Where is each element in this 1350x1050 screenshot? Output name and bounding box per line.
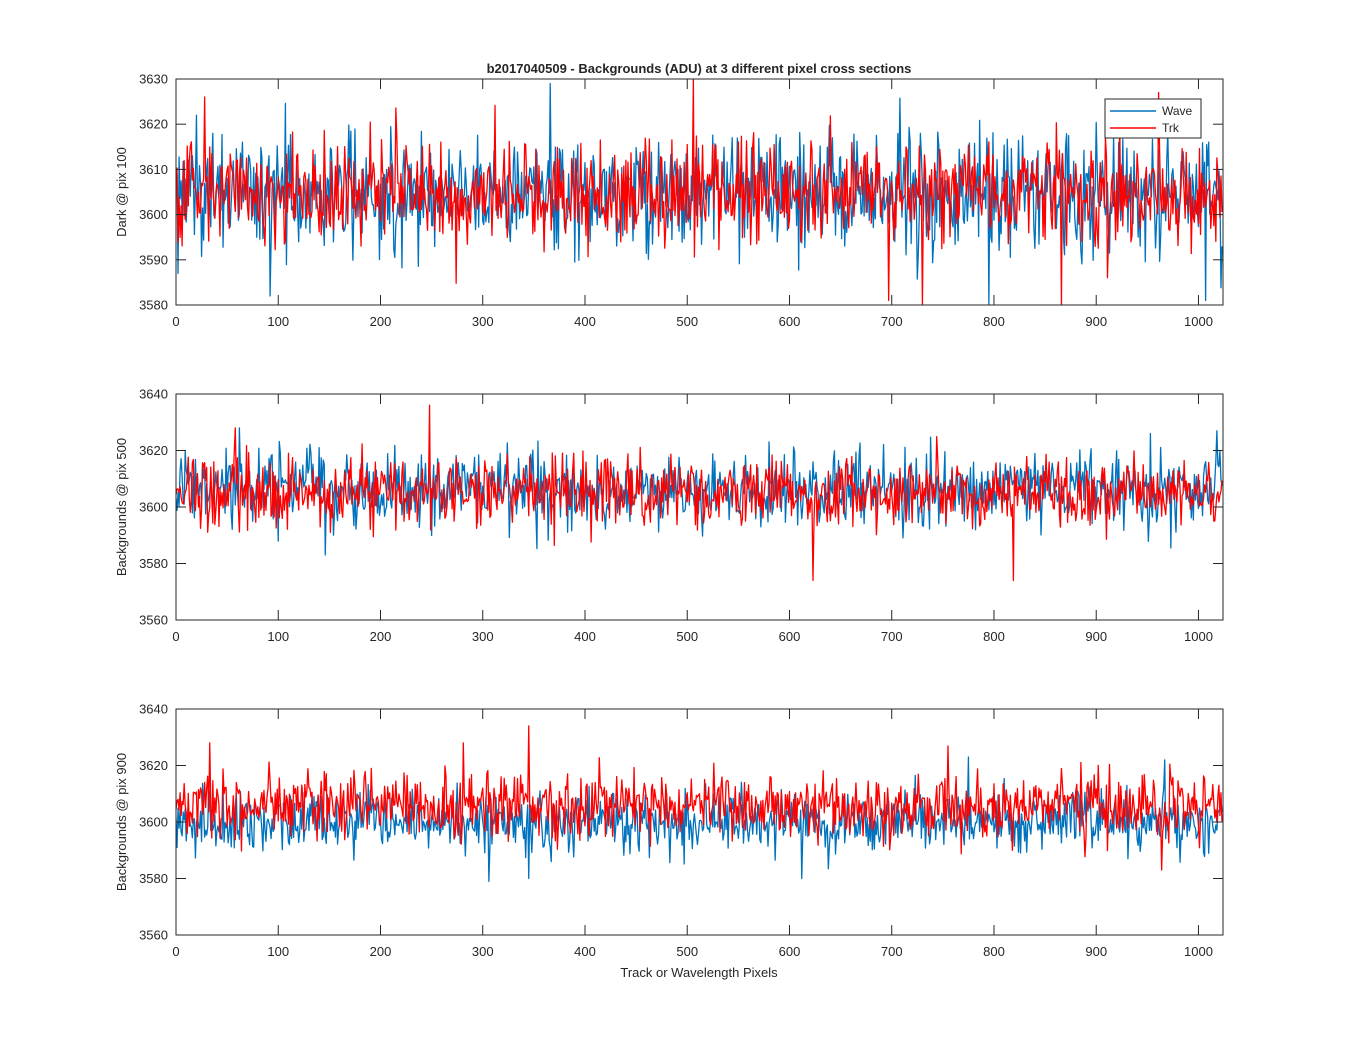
legend: Wave Trk [1104, 98, 1202, 139]
x-tick-label: 700 [881, 314, 903, 329]
series-line-trk-subplot-2 [176, 404, 1223, 582]
x-axis-label: Track or Wavelength Pixels [620, 965, 778, 980]
y-tick-label: 3620 [139, 758, 168, 773]
x-tick-label: 700 [881, 629, 903, 644]
y-tick-label: 3620 [139, 117, 168, 132]
x-tick-label: 700 [881, 944, 903, 959]
y-tick-label: 3580 [139, 871, 168, 886]
legend-box [1104, 98, 1202, 139]
series-line-trk-subplot-1 [176, 79, 1223, 305]
x-tick-label: 500 [676, 629, 698, 644]
x-tick-label: 500 [676, 944, 698, 959]
subplot-2: Backgrounds @ pix 500 0 100 200 300 400 500 60… [114, 387, 1224, 644]
y-tick-label: 3600 [139, 207, 168, 222]
subplot-1-ylabel: Dark @ pix 100 [114, 147, 129, 237]
series-line-trk-subplot-3 [176, 725, 1223, 871]
x-tick-label: 600 [779, 629, 801, 644]
y-tick-label: 3640 [139, 387, 168, 402]
y-tick-label: 3600 [139, 500, 168, 515]
x-tick-label: 200 [370, 314, 392, 329]
legend-wave-label: Wave [1162, 104, 1193, 118]
y-tick-label: 3620 [139, 443, 168, 458]
subplot-2-ylabel: Backgrounds @ pix 500 [114, 438, 129, 576]
x-tick-label: 900 [1085, 629, 1107, 644]
y-tick-label: 3560 [139, 928, 168, 943]
x-tick-label: 100 [267, 629, 289, 644]
x-tick-label: 800 [983, 629, 1005, 644]
x-tick-label: 100 [267, 944, 289, 959]
y-tick-label: 3560 [139, 613, 168, 628]
y-tick-label: 3580 [139, 298, 168, 313]
figure-title: b2017040509 - Backgrounds (ADU) at 3 dif… [487, 61, 912, 76]
y-tick-label: 3630 [139, 72, 168, 87]
x-tick-label: 400 [574, 944, 596, 959]
series-line-wave-subplot-3 [176, 756, 1223, 882]
y-tick-label: 3610 [139, 162, 168, 177]
y-tick-label: 3640 [139, 702, 168, 717]
x-tick-label: 0 [172, 944, 179, 959]
x-tick-label: 200 [370, 944, 392, 959]
x-tick-label: 1000 [1184, 629, 1213, 644]
subplot-3-ylabel: Backgrounds @ pix 900 [114, 753, 129, 891]
subplot-3: Backgrounds @ pix 900 0 100 200 300 400 500 60… [114, 702, 1224, 959]
x-tick-label: 1000 [1184, 944, 1213, 959]
x-tick-label: 400 [574, 314, 596, 329]
x-tick-label: 200 [370, 629, 392, 644]
y-tick-label: 3590 [139, 252, 168, 267]
x-tick-label: 600 [779, 944, 801, 959]
x-tick-label: 500 [676, 314, 698, 329]
x-tick-label: 0 [172, 629, 179, 644]
x-tick-label: 600 [779, 314, 801, 329]
subplot-2-background [176, 394, 1223, 620]
subplot-1: Dark @ pix 100 0 100 200 300 400 500 600 700 800… [114, 72, 1224, 329]
x-tick-label: 900 [1085, 944, 1107, 959]
x-tick-label: 800 [983, 314, 1005, 329]
x-tick-label: 300 [472, 944, 494, 959]
x-tick-label: 100 [267, 314, 289, 329]
x-tick-label: 1000 [1184, 314, 1213, 329]
subplot-1-frame [175, 78, 1224, 306]
legend-trk-label: Trk [1162, 121, 1180, 135]
x-tick-label: 300 [472, 629, 494, 644]
x-tick-label: 300 [472, 314, 494, 329]
x-tick-label: 0 [172, 314, 179, 329]
y-tick-label: 3600 [139, 815, 168, 830]
x-tick-label: 900 [1085, 314, 1107, 329]
x-tick-label: 400 [574, 629, 596, 644]
y-tick-label: 3580 [139, 556, 168, 571]
x-tick-label: 800 [983, 944, 1005, 959]
